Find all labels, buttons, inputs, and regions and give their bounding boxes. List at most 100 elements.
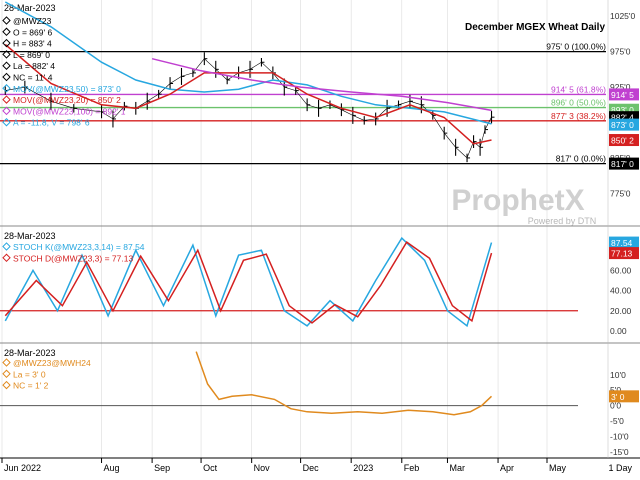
price-tag-label: 850' 2 <box>611 136 634 146</box>
series-line <box>4 43 492 145</box>
legend-entry: La = 882' 4 <box>13 61 55 71</box>
series-line <box>151 57 492 112</box>
legend-entry: STOCH D(@MWZ23,3) = 77.13 <box>13 253 133 263</box>
x-tick-label: Mar <box>449 463 465 473</box>
legend-entry: La = 3' 0 <box>13 369 46 379</box>
x-tick-label: Oct <box>203 463 218 473</box>
price-tag-label: 817' 0 <box>611 159 634 169</box>
y-tick-label: 0'0 <box>610 401 621 411</box>
fib-level-label: 975' 0 (100.0%) <box>546 42 606 52</box>
x-tick-label: 2023 <box>353 463 373 473</box>
legend-marker <box>2 380 11 390</box>
price-tag-label: 77.13 <box>611 249 633 259</box>
price-tag-label: 87.54 <box>611 238 633 248</box>
watermark-byline: Powered by DTN <box>528 216 597 226</box>
x-tick-label: Apr <box>500 463 514 473</box>
legend-entry: MOV(@MWZ23,100) = 892' 1 <box>13 106 126 116</box>
y-tick-label: 925'0 <box>610 82 631 92</box>
price-tag-label: 873' 0 <box>611 120 634 130</box>
price-tag-bg <box>609 247 639 260</box>
y-tick-label: 975'0 <box>610 47 631 57</box>
y-tick-label: -15'0 <box>610 447 629 457</box>
legend-entry: A = -11.8, V = 798' 6 <box>13 118 90 128</box>
legend-marker <box>2 106 11 116</box>
price-tag-bg <box>609 118 639 131</box>
y-tick-label: 20.00 <box>610 306 632 316</box>
legend-entry: L = 869' 0 <box>13 50 50 60</box>
legend-entry: MOV(@MWZ23,50) = 873' 0 <box>13 84 121 94</box>
price-tag-label: 882' 4 <box>611 113 634 123</box>
y-tick-label: 1025'0 <box>610 11 636 21</box>
legend-entry: O = 869' 6 <box>13 27 52 37</box>
series-line <box>4 241 493 324</box>
price-tag: 87.54 <box>609 236 639 249</box>
price-tag-label: 893' 0 <box>611 105 634 115</box>
legend-entry: NC = 1' 2 <box>13 381 49 391</box>
fib-level-label: 877' 3 (38.2%) <box>551 111 606 121</box>
legend-marker <box>2 369 11 379</box>
legend-marker <box>2 95 11 104</box>
price-tag-bg <box>609 157 639 170</box>
y-tick-label: 0.00 <box>610 326 627 336</box>
legend-marker <box>2 117 11 127</box>
watermark: ProphetX Powered by DTN <box>451 184 596 226</box>
legend-entry: @MWZ23@MWH24 <box>13 358 91 368</box>
y-tick-label: -5'0 <box>610 416 624 426</box>
price-tag-bg <box>609 134 639 147</box>
fib-level-label: 817' 0 (0.0%) <box>556 154 606 164</box>
x-tick-label: Jun 2022 <box>4 463 41 473</box>
legend-entry: MOV(@MWZ23,20) = 850' 2 <box>13 95 121 105</box>
watermark-brand: ProphetX <box>451 184 584 217</box>
x-tick-label: May <box>549 463 567 473</box>
legend-marker <box>2 16 11 25</box>
price-tag: 3' 0 <box>609 390 639 403</box>
legend-marker <box>2 72 11 82</box>
legend-marker <box>2 253 11 263</box>
legend-marker <box>2 242 11 251</box>
price-tag-bg <box>609 390 639 403</box>
chart-title: December MGEX Wheat Daily <box>465 22 605 33</box>
price-tag: 817' 0 <box>609 157 639 170</box>
legend-marker <box>2 84 11 93</box>
price-tag-label: 3' 0 <box>611 392 625 402</box>
legend-entry: H = 883' 4 <box>13 39 52 49</box>
price-tag-label: 914' 5 <box>611 90 634 100</box>
date-label: 28-Mar-2023 <box>4 3 56 13</box>
legend-entry: @MWZ23 <box>13 16 52 26</box>
price-tag-bg <box>609 88 639 101</box>
x-axis: 1 Day Jun 2022 Aug Sep Oct Nov Dec 2023 Feb Mar A… <box>0 457 640 473</box>
price-tag: 914' 5 <box>609 88 639 101</box>
legend-entry: STOCH K(@MWZ23,3,14) = 87.54 <box>13 242 145 252</box>
y-tick-label: 775'0 <box>610 188 631 198</box>
price-tag-bg <box>609 236 639 249</box>
price-tag: 77.13 <box>609 247 639 260</box>
legend-marker <box>2 27 11 37</box>
y-tick-label: 10'0 <box>610 370 626 380</box>
x-tick-label: Aug <box>104 463 120 473</box>
price-tag: 873' 0 <box>609 118 639 131</box>
fib-level-label: 896' 0 (50.0%) <box>551 98 606 108</box>
x-tick-label: Feb <box>404 463 420 473</box>
legend-marker <box>2 50 11 59</box>
x-tick-label: Nov <box>254 463 271 473</box>
y-tick-label: 5'0 <box>610 385 621 395</box>
legend-entry: NC = 11' 4 <box>13 73 53 83</box>
date-label: 28-Mar-2023 <box>4 348 56 358</box>
series-line <box>4 236 493 328</box>
series-line <box>195 351 493 416</box>
price-tag: 850' 2 <box>609 134 639 147</box>
date-label: 28-Mar-2023 <box>4 231 56 241</box>
legend-marker <box>2 358 11 367</box>
x-tick-label: Dec <box>303 463 320 473</box>
spread-panel: 10'0 5'0 0'0 -5'0 -10'0 -15'0 28-Mar-2023@MWZ2… <box>0 348 639 457</box>
y-tick-label: -10'0 <box>610 431 629 441</box>
x-interval-label: 1 Day <box>608 463 632 473</box>
legend-marker <box>2 38 11 48</box>
x-tick-label: Sep <box>154 463 170 473</box>
legend-marker <box>2 61 11 70</box>
y-tick-label: 40.00 <box>610 286 632 296</box>
y-tick-label: 60.00 <box>610 265 632 275</box>
